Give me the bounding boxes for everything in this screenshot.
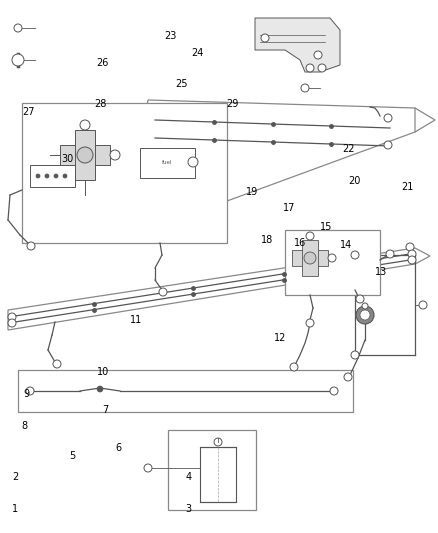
Bar xyxy=(292,250,328,266)
Polygon shape xyxy=(415,108,435,132)
Circle shape xyxy=(419,301,427,309)
Circle shape xyxy=(306,319,314,327)
Circle shape xyxy=(360,310,370,320)
Text: 29: 29 xyxy=(226,99,238,109)
Polygon shape xyxy=(255,18,340,72)
Text: 14: 14 xyxy=(340,240,352,250)
Text: 22: 22 xyxy=(342,144,354,154)
Circle shape xyxy=(214,438,222,446)
Text: 21: 21 xyxy=(401,182,413,191)
Circle shape xyxy=(328,254,336,262)
Circle shape xyxy=(188,157,198,167)
Bar xyxy=(30,165,75,187)
Polygon shape xyxy=(8,248,430,330)
Text: 5: 5 xyxy=(69,451,75,461)
Circle shape xyxy=(314,51,322,59)
Text: 18: 18 xyxy=(261,235,273,245)
Text: 27: 27 xyxy=(22,107,35,117)
Text: 8: 8 xyxy=(21,422,27,431)
Circle shape xyxy=(110,150,120,160)
Text: 24: 24 xyxy=(191,49,203,58)
Text: 6: 6 xyxy=(115,443,121,453)
Circle shape xyxy=(261,34,269,42)
Circle shape xyxy=(384,114,392,122)
Circle shape xyxy=(351,351,359,359)
Text: 16: 16 xyxy=(294,238,306,247)
Circle shape xyxy=(63,174,67,178)
Circle shape xyxy=(330,387,338,395)
Text: 25: 25 xyxy=(176,79,188,89)
Circle shape xyxy=(12,54,24,66)
Circle shape xyxy=(36,174,40,178)
Circle shape xyxy=(318,64,326,72)
Circle shape xyxy=(406,243,414,251)
Circle shape xyxy=(386,250,394,258)
Circle shape xyxy=(290,363,298,371)
Circle shape xyxy=(77,147,93,163)
Circle shape xyxy=(351,251,359,259)
Text: 15: 15 xyxy=(320,222,332,231)
Circle shape xyxy=(344,373,352,381)
Bar xyxy=(285,230,380,295)
Circle shape xyxy=(97,386,103,392)
Text: fuel: fuel xyxy=(162,160,172,166)
Circle shape xyxy=(384,141,392,149)
Text: 2: 2 xyxy=(12,472,18,482)
Circle shape xyxy=(27,242,35,250)
Bar xyxy=(200,447,236,502)
Text: 20: 20 xyxy=(349,176,361,186)
Text: 17: 17 xyxy=(283,203,295,213)
Text: 4: 4 xyxy=(185,472,191,482)
Text: 13: 13 xyxy=(375,267,387,277)
Circle shape xyxy=(362,303,368,309)
Circle shape xyxy=(408,250,416,258)
Circle shape xyxy=(301,84,309,92)
Circle shape xyxy=(26,387,34,395)
Circle shape xyxy=(356,306,374,324)
Text: 26: 26 xyxy=(97,58,109,68)
Text: 28: 28 xyxy=(95,99,107,109)
Circle shape xyxy=(45,174,49,178)
Circle shape xyxy=(80,120,90,130)
Circle shape xyxy=(306,64,314,72)
Bar xyxy=(168,430,256,510)
Text: 30: 30 xyxy=(62,154,74,164)
Bar xyxy=(302,240,318,276)
Circle shape xyxy=(408,256,416,264)
Text: 12: 12 xyxy=(274,334,286,343)
Bar xyxy=(60,145,110,165)
Polygon shape xyxy=(115,100,432,240)
Circle shape xyxy=(306,232,314,240)
Bar xyxy=(140,148,195,178)
Circle shape xyxy=(356,295,364,303)
Text: 7: 7 xyxy=(102,406,108,415)
Text: 9: 9 xyxy=(23,390,29,399)
Text: 3: 3 xyxy=(185,504,191,514)
Text: 23: 23 xyxy=(165,31,177,41)
Circle shape xyxy=(144,464,152,472)
Circle shape xyxy=(8,319,16,327)
Text: 1: 1 xyxy=(12,504,18,514)
Bar xyxy=(75,130,95,180)
Text: 10: 10 xyxy=(97,367,109,377)
Bar xyxy=(18,370,353,412)
Text: 19: 19 xyxy=(246,187,258,197)
Circle shape xyxy=(53,360,61,368)
Circle shape xyxy=(304,252,316,264)
Text: 11: 11 xyxy=(130,315,142,325)
Circle shape xyxy=(159,288,167,296)
Bar xyxy=(22,103,227,243)
Circle shape xyxy=(8,313,16,321)
Circle shape xyxy=(54,174,58,178)
Circle shape xyxy=(14,24,22,32)
